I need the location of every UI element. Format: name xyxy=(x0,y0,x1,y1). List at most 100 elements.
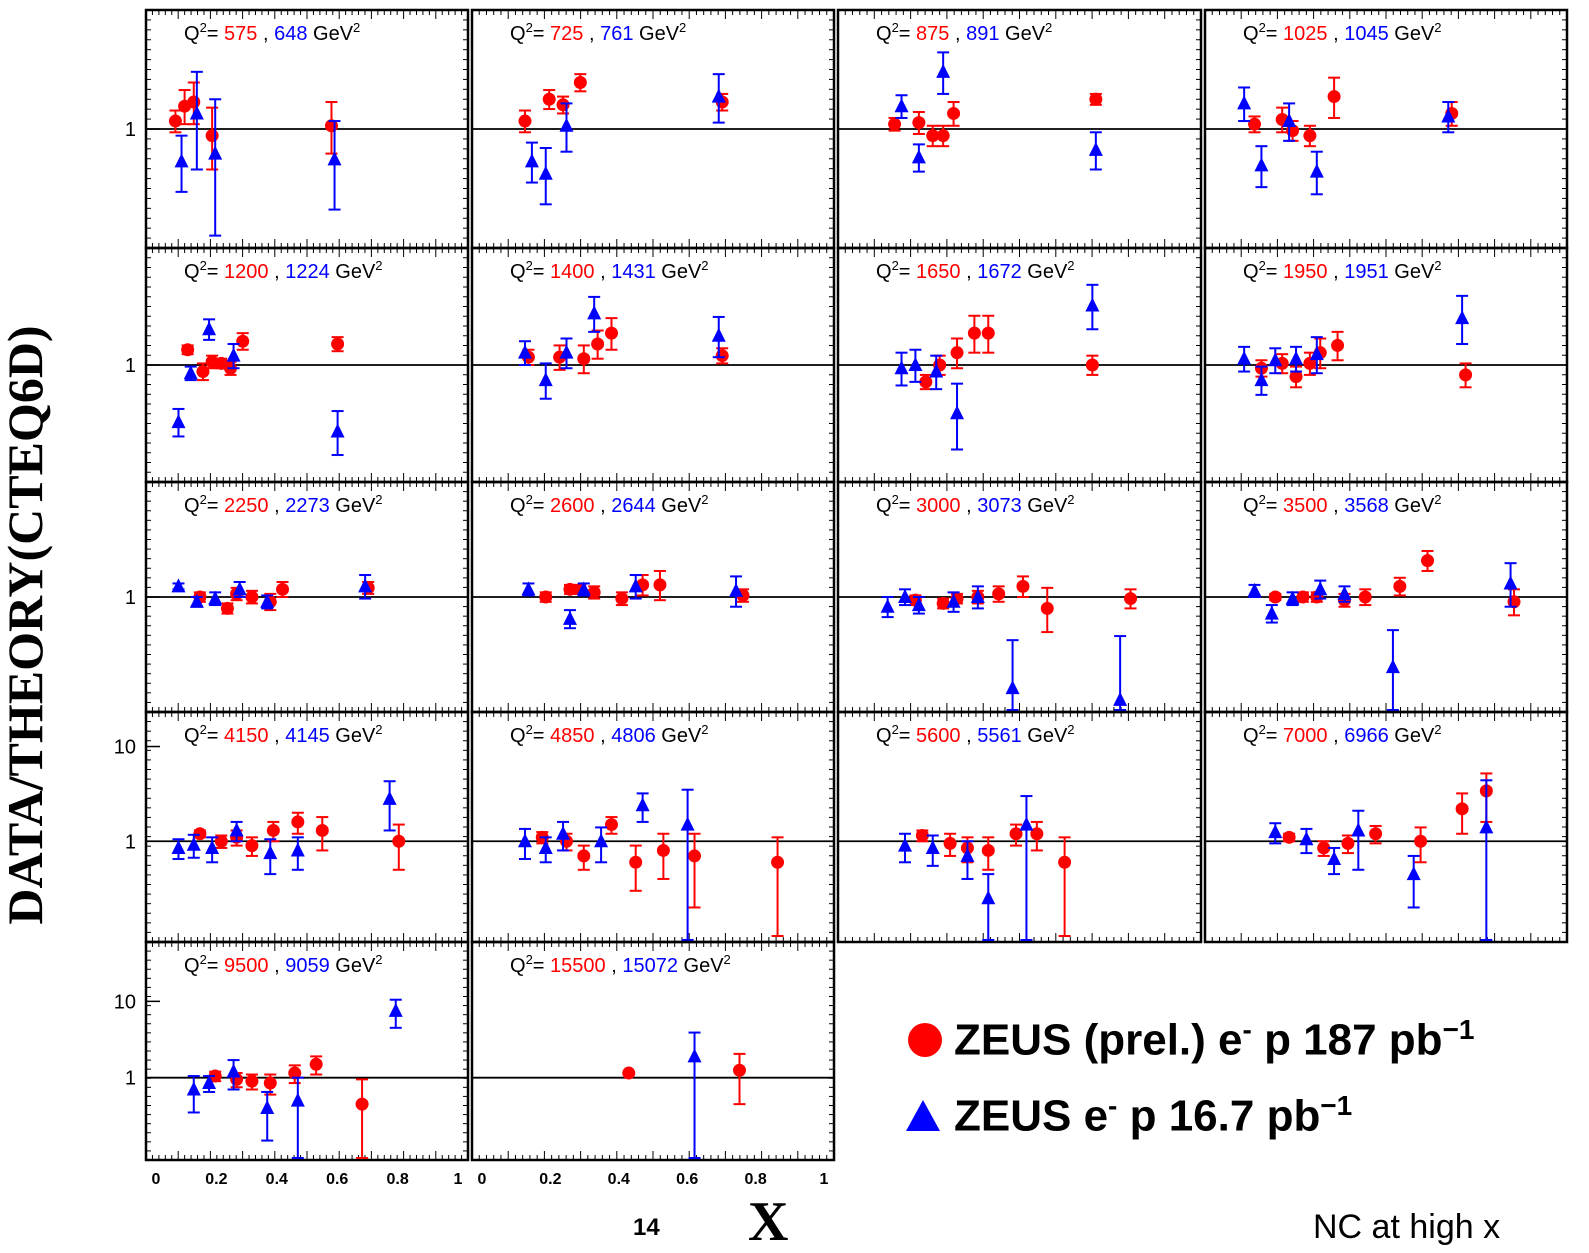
panel-q2-label: Q2= 7000 , 6966 GeV2 xyxy=(1243,722,1442,747)
data-point-red xyxy=(981,326,995,340)
data-point-blue xyxy=(538,839,553,854)
data-point-blue xyxy=(894,98,909,113)
data-point-red xyxy=(573,76,587,90)
data-point-blue xyxy=(894,360,909,375)
x-tick-label: 1 xyxy=(820,1171,829,1188)
data-point-blue xyxy=(1309,163,1324,178)
data-point-red xyxy=(1030,827,1044,841)
data-point-red xyxy=(1369,827,1383,841)
data-point-blue xyxy=(517,344,532,359)
x-axis-title: X xyxy=(748,1191,789,1253)
data-point-blue xyxy=(1254,157,1269,172)
data-point-red xyxy=(577,352,591,366)
data-point-red xyxy=(236,334,250,348)
data-point-red xyxy=(245,1074,259,1088)
data-point-red xyxy=(1358,590,1372,604)
data-point-red xyxy=(1089,92,1103,106)
x-tick-label: 0 xyxy=(478,1171,487,1188)
subplot-panel: 1 Q2= 575 , 648 GeV2 xyxy=(125,8,470,250)
x-tick-label: 0.2 xyxy=(539,1171,561,1188)
page-number: 14 xyxy=(633,1214,660,1241)
data-point-red xyxy=(1327,90,1341,104)
data-point-blue xyxy=(946,593,961,608)
data-point-red xyxy=(1058,855,1072,869)
y-tick-label: 10 xyxy=(114,991,136,1013)
data-point-red xyxy=(1268,590,1282,604)
data-point-blue xyxy=(1282,113,1297,128)
y-axis-title: DATA/THEORY(CTEQ6D) xyxy=(0,325,53,925)
blue-triangle-marker-icon xyxy=(900,1096,954,1136)
subplot-panel: 1 10 0 0.2 0.4 0.6 0.8 1 Q2= 9500 , 9059 GeV2 xyxy=(114,940,470,1188)
data-point-red xyxy=(629,855,643,869)
data-point-red xyxy=(1040,601,1054,615)
data-point-blue xyxy=(171,578,186,593)
data-point-blue xyxy=(559,117,574,132)
panel-q2-label: Q2= 2250 , 2273 GeV2 xyxy=(184,492,383,517)
data-point-blue xyxy=(171,414,186,429)
data-point-blue xyxy=(1406,866,1421,881)
x-tick-label: 0.6 xyxy=(326,1171,348,1188)
data-point-blue xyxy=(711,327,726,342)
data-point-blue xyxy=(171,839,186,854)
data-point-blue xyxy=(524,153,539,168)
data-point-red xyxy=(1421,554,1435,568)
subplot-panel: Q2= 725 , 761 GeV2 xyxy=(470,8,836,250)
data-point-red xyxy=(1393,579,1407,593)
panel-q2-label: Q2= 1950 , 1951 GeV2 xyxy=(1243,258,1442,283)
legend-item-blue: ZEUS e- p 16.7 pb−1 xyxy=(900,1078,1580,1154)
data-point-blue xyxy=(936,63,951,78)
panel-q2-label: Q2= 3500 , 3568 GeV2 xyxy=(1243,492,1442,517)
data-point-blue xyxy=(290,842,305,857)
subplot-panel: 1 10 Q2= 4150 , 4145 GeV2 xyxy=(114,710,470,944)
panel-q2-label: Q2= 9500 , 9059 GeV2 xyxy=(184,952,383,977)
data-point-blue xyxy=(1005,680,1020,695)
panel-q2-label: Q2= 4850 , 4806 GeV2 xyxy=(510,722,709,747)
data-point-blue xyxy=(263,845,278,860)
data-point-blue xyxy=(174,153,189,168)
data-point-red xyxy=(168,114,182,128)
data-point-red xyxy=(604,818,618,832)
panel-q2-label: Q2= 1650 , 1672 GeV2 xyxy=(876,258,1075,283)
data-point-red xyxy=(915,829,929,843)
subplot-panel: Q2= 875 , 891 GeV2 xyxy=(836,8,1203,250)
data-point-blue xyxy=(729,582,744,597)
data-point-blue xyxy=(260,1100,275,1115)
subplot-panel: Q2= 3500 , 3568 GeV2 xyxy=(1203,480,1569,714)
data-point-blue xyxy=(290,1092,305,1107)
subplot-panel: Q2= 7000 , 6966 GeV2 xyxy=(1203,710,1569,944)
y-tick-label: 1 xyxy=(125,355,136,377)
data-point-blue xyxy=(205,839,220,854)
data-point-red xyxy=(245,590,259,604)
data-point-red xyxy=(518,114,532,128)
y-tick-label: 1 xyxy=(125,119,136,141)
data-point-red xyxy=(919,375,933,389)
legend-text: ZEUS e- p 16.7 pb−1 xyxy=(954,1090,1353,1141)
data-point-blue xyxy=(226,347,241,362)
data-point-red xyxy=(771,855,785,869)
data-point-red xyxy=(263,1076,277,1090)
data-point-blue xyxy=(189,105,204,120)
subplot-panel: Q2= 4850 , 4806 GeV2 xyxy=(470,710,836,944)
data-point-red xyxy=(656,843,670,857)
data-point-red xyxy=(947,106,961,120)
data-point-red xyxy=(1341,836,1355,850)
data-point-blue xyxy=(202,321,217,336)
data-point-red xyxy=(205,129,219,143)
data-point-red xyxy=(936,129,950,143)
data-point-blue xyxy=(260,593,275,608)
data-point-blue xyxy=(960,847,975,862)
data-point-blue xyxy=(711,88,726,103)
data-point-blue xyxy=(594,833,609,848)
data-point-blue xyxy=(388,1002,403,1017)
data-point-blue xyxy=(186,1081,201,1096)
panel-q2-label: Q2= 1200 , 1224 GeV2 xyxy=(184,258,383,283)
data-point-blue xyxy=(628,578,643,593)
data-point-red xyxy=(715,349,729,363)
x-tick-label: 0.4 xyxy=(266,1171,288,1188)
panel-q2-label: Q2= 575 , 648 GeV2 xyxy=(184,20,360,45)
data-point-red xyxy=(1124,592,1138,606)
data-point-blue xyxy=(517,833,532,848)
data-point-red xyxy=(992,587,1006,601)
subplot-panel: Q2= 3000 , 3073 GeV2 xyxy=(836,480,1203,714)
y-tick-label: 1 xyxy=(125,587,136,609)
